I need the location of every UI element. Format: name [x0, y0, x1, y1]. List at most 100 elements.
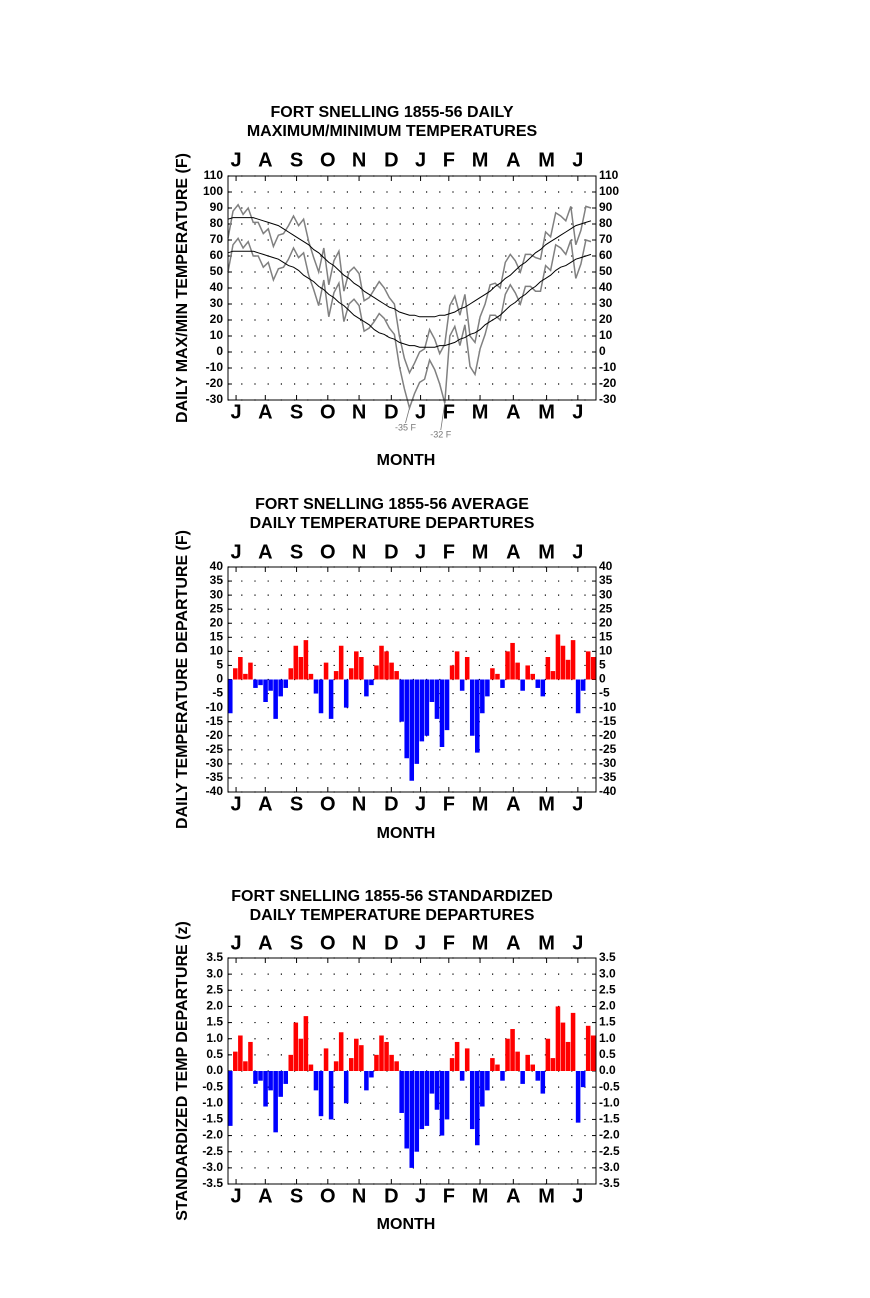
month-label-top: F [443, 932, 455, 954]
y-tick-label-right: 70 [599, 232, 613, 246]
y-axis-label: STANDARDIZED TEMP DEPARTURE (z) [174, 921, 191, 1221]
bar [348, 668, 354, 680]
bar [439, 679, 445, 747]
bar [328, 1071, 334, 1120]
month-label-bottom: F [443, 401, 455, 423]
bar [429, 679, 435, 702]
month-label-bottom: A [506, 401, 520, 423]
bar [253, 679, 258, 688]
y-tick-label: -30 [206, 756, 224, 770]
y-tick-label: 80 [210, 216, 224, 230]
y-tick-label-right: 20 [599, 312, 613, 326]
month-label-bottom: S [290, 1185, 303, 1207]
y-tick-label-right: -1.5 [599, 1112, 620, 1126]
bar [424, 679, 430, 736]
y-tick-label: 30 [210, 296, 224, 310]
month-label-top: D [384, 541, 398, 563]
bar [464, 657, 470, 680]
chart-title: DAILY TEMPERATURE DEPARTURES [250, 907, 535, 924]
bar [424, 1071, 430, 1126]
bar [555, 1006, 561, 1071]
bar [545, 657, 551, 680]
bar [429, 1071, 435, 1094]
month-label-bottom: O [320, 1185, 336, 1207]
bar [343, 679, 349, 708]
bar [414, 1071, 420, 1152]
bar [283, 679, 288, 688]
bar [419, 679, 425, 742]
x-axis-label: MONTH [377, 825, 436, 842]
bar [480, 679, 485, 714]
y-tick-label-right: -35 [599, 770, 617, 784]
bar [273, 1071, 278, 1133]
bar [298, 657, 304, 680]
bar [485, 679, 490, 697]
bar [580, 1071, 586, 1088]
y-axis-label: DAILY MAX/MIN TEMPERATURE (F) [174, 153, 191, 423]
month-label-top: A [506, 149, 520, 171]
y-tick-label-right: -10 [599, 700, 617, 714]
y-tick-label-right: 30 [599, 296, 613, 310]
bar [283, 1071, 288, 1084]
month-label-bottom: M [472, 1185, 489, 1207]
y-tick-label-right: -25 [599, 742, 617, 756]
month-label-bottom: N [352, 401, 366, 423]
y-tick-label: 90 [210, 200, 224, 214]
month-label-bottom: M [472, 793, 489, 815]
bar [318, 679, 324, 714]
bar [293, 645, 299, 680]
month-label-top: M [538, 932, 555, 954]
bar [419, 1071, 425, 1130]
month-label-top: J [572, 149, 583, 171]
y-tick-label-right: 80 [599, 216, 613, 230]
bar [485, 1071, 490, 1091]
bar [565, 659, 571, 680]
bar [459, 1071, 465, 1081]
bar [313, 1071, 319, 1091]
bar [278, 1071, 283, 1097]
bar [540, 679, 546, 697]
y-tick-label-right: 40 [599, 280, 613, 294]
y-tick-label: -35 [206, 770, 224, 784]
bar [404, 1071, 409, 1149]
bar [359, 657, 364, 680]
bar [379, 645, 384, 680]
month-label-top: D [384, 149, 398, 171]
bar [364, 1071, 369, 1091]
y-tick-label-right: 100 [599, 184, 619, 198]
y-tick-label: 20 [210, 615, 224, 629]
month-label-top: J [231, 149, 242, 171]
bar [323, 662, 329, 680]
month-label-bottom: S [290, 793, 303, 815]
y-tick-label-right: -40 [599, 784, 617, 798]
bar [585, 1025, 591, 1071]
y-tick-label-right: 3.5 [599, 950, 616, 964]
bar [354, 1038, 359, 1071]
bar [515, 1051, 520, 1071]
bar [253, 1071, 258, 1084]
y-tick-label-right: 0.0 [599, 1063, 616, 1077]
bar [444, 1071, 450, 1120]
bar [434, 1071, 440, 1110]
y-tick-label-right: -30 [599, 392, 617, 406]
month-label-top: M [538, 149, 555, 171]
month-label-top: O [320, 541, 336, 563]
bar [404, 679, 409, 759]
y-tick-label: 2.5 [206, 982, 223, 996]
bar [258, 1071, 263, 1081]
bar [343, 1071, 349, 1104]
bar [394, 1061, 399, 1071]
y-tick-label-right: -5 [599, 686, 610, 700]
y-tick-label: -20 [206, 728, 224, 742]
bar [570, 1012, 576, 1071]
y-tick-label: 60 [210, 248, 224, 262]
bar [505, 1038, 510, 1071]
bar [414, 679, 420, 764]
bar [525, 1054, 530, 1071]
month-label-top: M [538, 541, 555, 563]
bar [374, 1054, 379, 1071]
month-label-top: M [472, 541, 489, 563]
bar [238, 1035, 243, 1071]
bar [243, 1061, 248, 1071]
